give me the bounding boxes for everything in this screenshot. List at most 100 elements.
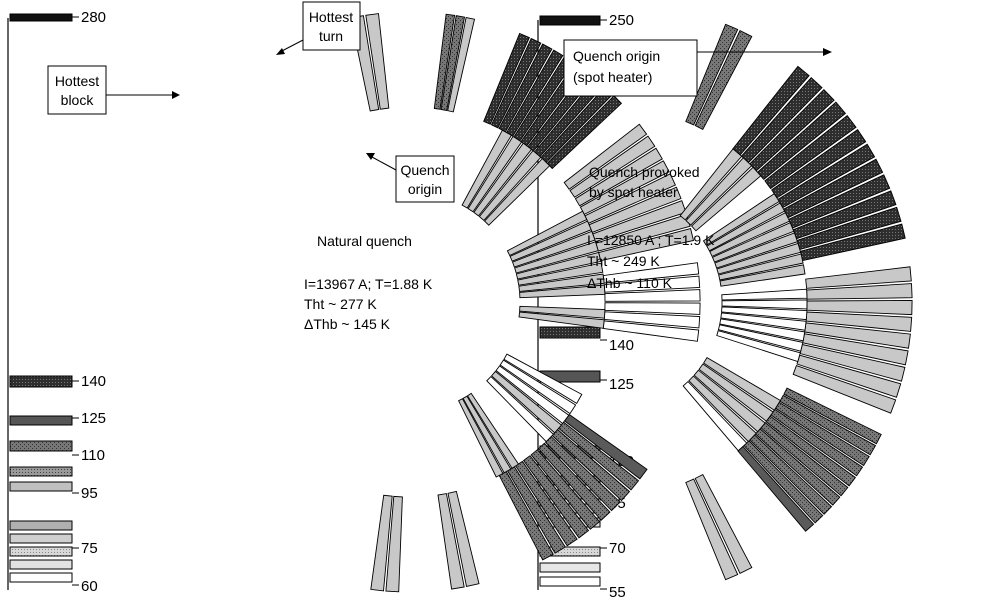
conductor-turn	[805, 266, 912, 289]
left-outer-block-bottom	[498, 413, 648, 561]
conductor-turn	[515, 251, 602, 280]
conductor-turn	[688, 375, 757, 443]
right-scale-swatch-140	[539, 326, 601, 339]
conductor-turn	[604, 289, 701, 302]
right-scale-swatch-65	[539, 562, 601, 573]
right-outer-block-middle	[792, 266, 913, 414]
callout-quench-origin-right-box	[563, 39, 698, 97]
conductor-turn	[721, 299, 808, 310]
right-annotation-dthb: ΔThb ~ 110 K	[587, 275, 673, 291]
left-scale-label-95: 95	[81, 485, 98, 502]
left-outer-block-bottom-small2	[370, 494, 403, 593]
callout-quench-origin-left-line1: Quench	[400, 162, 449, 178]
callout-quench-origin-left-line2: origin	[408, 181, 442, 197]
conductor-turn	[718, 253, 804, 281]
conductor-turn	[711, 222, 795, 263]
left-scale-swatch-60	[9, 572, 73, 583]
left-scale-swatch-140	[9, 375, 73, 388]
right-scale-label-140: 140	[609, 337, 634, 354]
conductor-turn	[483, 32, 531, 125]
left-scale-label-280: 280	[81, 9, 106, 26]
left-annotation-dthb: ΔThb ~ 145 K	[304, 316, 391, 332]
right-inner-block-middle	[702, 193, 806, 287]
left-outer-block-bottom-small	[437, 490, 480, 590]
right-inner-block-bottom	[682, 356, 782, 452]
right-annotation-tht: Tht ~ 249 K	[587, 253, 660, 269]
conductor-turn	[437, 493, 465, 590]
conductor-turn	[440, 15, 466, 112]
left-inner-block-mid-small	[518, 305, 606, 329]
conductor-turn	[721, 288, 808, 301]
right-annotation-title-2: by spot heater	[589, 184, 678, 200]
conductor-turn	[771, 128, 867, 199]
callout-hottest-block: Hottest block	[47, 65, 180, 115]
right-inner-block-upper	[679, 148, 762, 232]
callout-hottest-block-box	[47, 65, 107, 115]
conductor-turn	[783, 158, 884, 219]
conductor-turn	[569, 135, 656, 198]
conductor-turn	[462, 395, 512, 474]
conductor-turn	[509, 220, 592, 262]
conductor-turn	[792, 365, 897, 414]
callout-hottest-block-line2: block	[61, 92, 95, 108]
conductor-turn	[743, 440, 824, 524]
conductor-turn	[698, 363, 774, 422]
conductor-turn	[685, 478, 739, 581]
conductor-turn	[514, 241, 599, 274]
left-scale-swatch-80	[9, 533, 73, 544]
callout-quench-origin-right-line2: (spot heater)	[573, 69, 652, 85]
conductor-turn	[764, 114, 857, 190]
left-scale-label-60: 60	[81, 578, 98, 595]
conductor-turn	[702, 193, 780, 246]
conductor-turn	[693, 369, 766, 433]
conductor-turn	[517, 262, 604, 286]
conductor-turn	[770, 408, 864, 477]
callout-hottest-turn-line1: Hottest	[309, 9, 353, 25]
conductor-turn	[486, 375, 555, 443]
right-outer-block-spot	[685, 23, 753, 130]
right-outer-block-bottom-small	[685, 474, 753, 581]
conductor-turn	[461, 129, 513, 209]
conductor-turn	[685, 23, 739, 126]
conductor-turn	[490, 37, 542, 129]
conductor-turn	[385, 495, 403, 593]
left-scale-swatch-280	[9, 13, 73, 22]
callout-hottest-turn-box	[302, 1, 361, 51]
conductor-turn	[519, 284, 606, 299]
conductor-turn	[788, 174, 891, 229]
conductor-turn	[719, 264, 806, 287]
right-scale-swatch-55	[539, 576, 601, 587]
conductor-turn	[685, 157, 753, 226]
left-inner-block-middle	[506, 210, 606, 299]
callout-quench-origin-left-box	[395, 155, 455, 203]
conductor-turn	[473, 142, 533, 217]
conductor-turn	[518, 311, 605, 329]
left-scale-swatch-85	[9, 520, 73, 531]
conductor-turn	[694, 474, 753, 575]
right-outer-block-top-hot	[732, 65, 906, 262]
conductor-turn	[433, 13, 456, 110]
right-outer-block-bottom	[737, 387, 882, 532]
right-annotation-title-1: Quench provoked	[589, 164, 700, 180]
conductor-turn	[749, 88, 835, 172]
conductor-turn	[702, 356, 782, 411]
right-coil-cross-section	[679, 23, 913, 581]
left-annotation: Natural quench I=13967 A; T=1.88 K Tht ~…	[304, 233, 433, 332]
left-scale-label-140: 140	[81, 373, 106, 390]
conductor-turn	[519, 305, 606, 319]
callout-hottest-turn-line2: turn	[319, 28, 343, 44]
left-scale-swatch-70	[9, 559, 73, 570]
right-scale-label-125: 125	[609, 376, 634, 393]
conductor-turn	[498, 43, 553, 133]
conductor-turn	[557, 421, 640, 491]
conductor-turn	[458, 398, 504, 478]
conductor-turn	[522, 455, 590, 539]
conductor-turn	[478, 149, 542, 222]
conductor-turn	[365, 13, 390, 110]
conductor-turn	[714, 232, 799, 269]
left-scale-swatch-110	[9, 440, 73, 452]
conductor-turn	[537, 442, 611, 521]
callout-quench-origin-left-arrow	[371, 156, 397, 171]
conductor-turn	[467, 135, 523, 213]
